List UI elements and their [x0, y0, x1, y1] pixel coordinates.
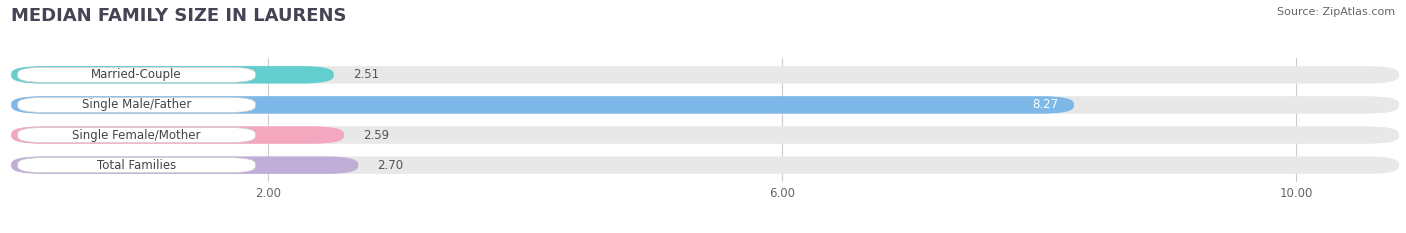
FancyBboxPatch shape [18, 97, 256, 113]
Text: Single Male/Father: Single Male/Father [82, 98, 191, 111]
Text: MEDIAN FAMILY SIZE IN LAURENS: MEDIAN FAMILY SIZE IN LAURENS [11, 7, 347, 25]
Text: 2.51: 2.51 [353, 68, 380, 81]
FancyBboxPatch shape [11, 96, 1074, 114]
Text: 8.27: 8.27 [1032, 98, 1059, 111]
FancyBboxPatch shape [11, 156, 1399, 174]
Text: Total Families: Total Families [97, 159, 176, 172]
Text: 2.70: 2.70 [377, 159, 404, 172]
Text: Married-Couple: Married-Couple [91, 68, 181, 81]
Text: 2.59: 2.59 [363, 129, 389, 142]
FancyBboxPatch shape [11, 126, 344, 144]
Text: Single Female/Mother: Single Female/Mother [72, 129, 201, 142]
FancyBboxPatch shape [18, 127, 256, 143]
FancyBboxPatch shape [18, 158, 256, 173]
FancyBboxPatch shape [11, 66, 1399, 84]
FancyBboxPatch shape [11, 156, 359, 174]
Text: Source: ZipAtlas.com: Source: ZipAtlas.com [1277, 7, 1395, 17]
FancyBboxPatch shape [18, 67, 256, 82]
FancyBboxPatch shape [11, 126, 1399, 144]
FancyBboxPatch shape [11, 66, 333, 84]
FancyBboxPatch shape [11, 96, 1399, 114]
